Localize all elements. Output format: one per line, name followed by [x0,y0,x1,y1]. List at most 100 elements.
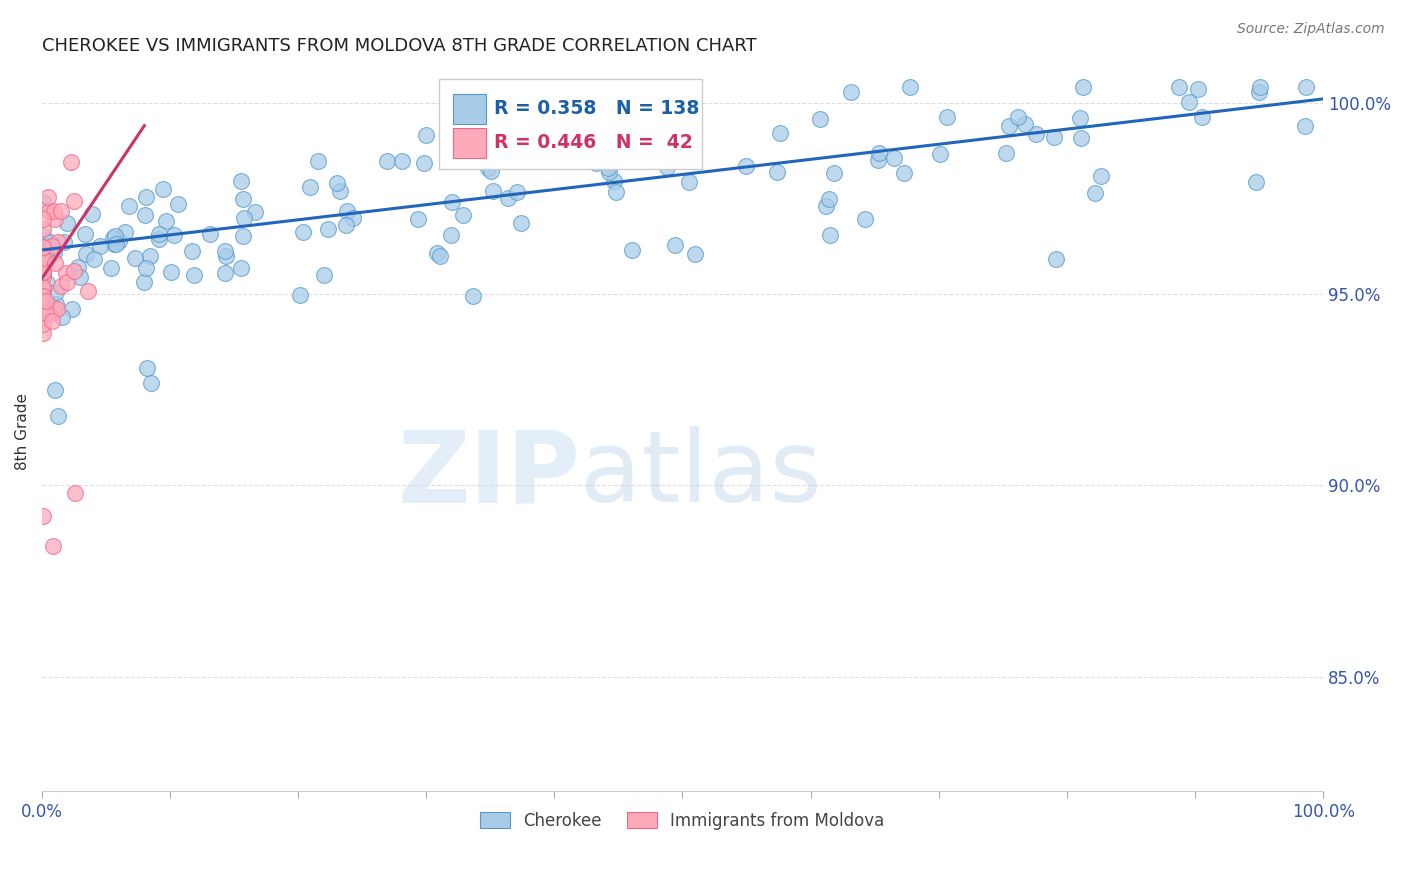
Point [44,256,66,270]
Text: atlas: atlas [579,426,821,524]
Point [44,211,66,226]
Point [214,244,236,258]
Point [215,249,238,263]
Point [415,128,437,142]
Point [1014,118,1036,132]
Point [32,268,55,283]
Point [32,228,55,243]
Point [596,161,619,175]
Point [103,231,125,245]
Point [1025,127,1047,141]
Point [288,287,311,301]
Point [41,239,63,253]
Point [1042,129,1064,144]
Point [104,229,127,244]
Point [35,240,58,254]
Point [63,263,86,277]
Point [598,165,620,179]
Point [232,228,254,243]
Point [603,174,626,188]
Point [163,227,186,242]
Point [32,241,55,255]
Point [1071,80,1094,95]
Point [135,360,157,375]
Point [38,307,60,321]
Point [765,165,787,179]
Point [316,222,339,236]
Point [46,235,69,249]
Point [66,260,89,274]
Point [1069,112,1091,126]
Point [41,540,63,554]
Point [451,208,474,222]
Point [440,228,463,243]
Point [298,180,321,194]
Point [35,306,58,320]
Point [1090,169,1112,183]
Point [1168,80,1191,95]
Point [815,199,838,213]
Point [148,231,170,245]
Point [817,192,839,206]
Point [138,249,160,263]
Point [1294,119,1316,133]
Point [292,226,315,240]
Point [477,161,499,175]
Point [1249,80,1271,95]
Point [429,249,451,263]
Point [1244,175,1267,189]
Point [134,275,156,289]
Point [34,256,56,270]
Point [898,80,921,95]
Point [413,156,436,170]
Point [63,486,86,500]
Point [83,252,105,266]
Point [342,211,364,225]
Point [32,317,55,331]
Point [893,166,915,180]
Point [335,218,357,232]
Point [1249,85,1271,99]
Text: ZIP: ZIP [396,426,579,524]
Point [51,310,73,324]
Text: R = 0.358   N = 138: R = 0.358 N = 138 [494,99,700,118]
Point [49,279,72,293]
Point [32,284,55,298]
Point [808,112,831,127]
Point [114,225,136,239]
Point [135,190,157,204]
Point [118,199,141,213]
Point [35,276,58,290]
Point [232,193,254,207]
Point [75,227,97,242]
Point [1084,186,1107,200]
Point [32,261,55,276]
Point [678,175,700,189]
Point [1191,110,1213,124]
Point [997,119,1019,133]
Point [664,238,686,252]
Point [214,266,236,280]
Text: R = 0.446   N =  42: R = 0.446 N = 42 [494,133,693,153]
Point [591,132,613,146]
Point [841,85,863,99]
Point [1187,82,1209,96]
Point [406,212,429,227]
Point [768,126,790,140]
Point [375,154,398,169]
Point [929,146,952,161]
Point [585,156,607,170]
Point [868,145,890,160]
Text: Source: ZipAtlas.com: Source: ZipAtlas.com [1237,22,1385,37]
Point [155,214,177,228]
Point [32,265,55,279]
Text: CHEROKEE VS IMMIGRANTS FROM MOLDOVA 8TH GRADE CORRELATION CHART: CHEROKEE VS IMMIGRANTS FROM MOLDOVA 8TH … [42,37,756,55]
Point [32,326,55,340]
Point [166,197,188,211]
Point [183,268,205,282]
Point [496,191,519,205]
Point [37,190,59,204]
Point [152,181,174,195]
Point [198,227,221,242]
FancyBboxPatch shape [453,128,486,159]
